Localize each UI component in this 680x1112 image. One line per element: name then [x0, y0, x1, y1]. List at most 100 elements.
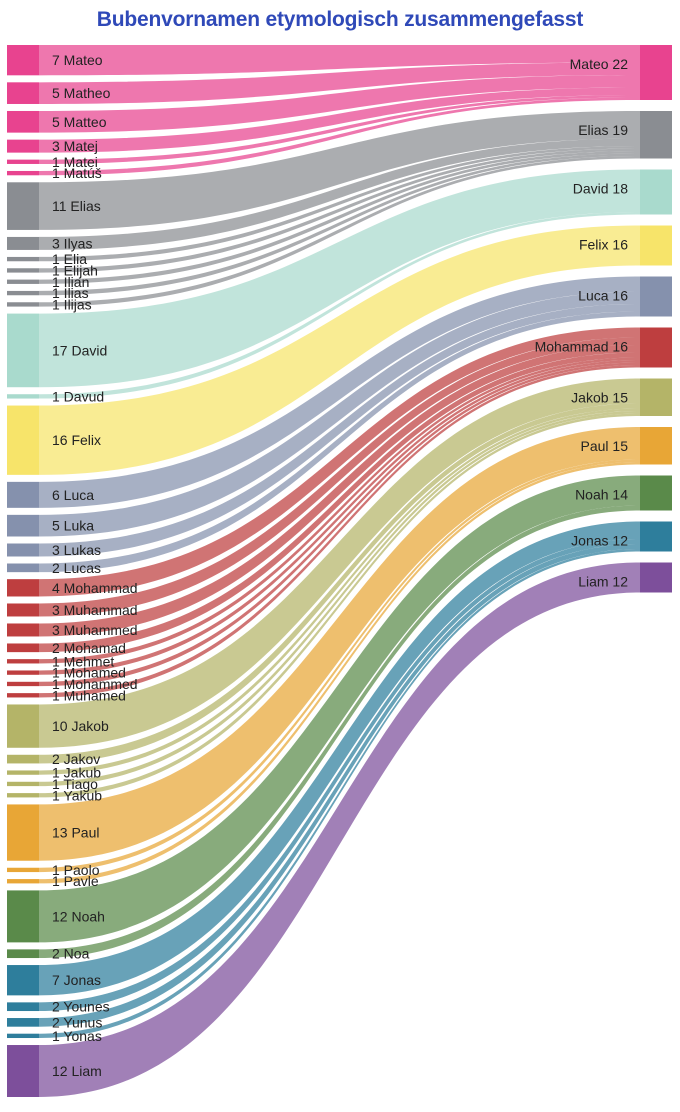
source-node-muhammed — [7, 623, 39, 637]
source-label-matei: 1 Matei — [52, 154, 98, 170]
source-label-tiago: 1 Tiago — [52, 776, 98, 792]
source-node-matus — [7, 170, 39, 176]
flow-muhammed-to-mohammad — [39, 345, 640, 637]
flow-jonas-to-jonas — [39, 521, 640, 996]
flow-lucas-to-luca — [39, 311, 640, 573]
source-node-elijah — [7, 268, 39, 273]
source-node-mateo — [7, 45, 39, 76]
source-label-jakob: 10 Jakob — [52, 718, 109, 734]
source-node-noah — [7, 890, 39, 943]
flow-yunus-to-jonas — [39, 544, 640, 1027]
source-node-jonas — [7, 965, 39, 996]
flow-lukas-to-luca — [39, 304, 640, 557]
flow-jakob-to-jakob — [39, 378, 640, 748]
source-node-jakov — [7, 754, 39, 764]
source-label-pavle: 1 Pavle — [52, 873, 99, 889]
flow-elijah-to-elias — [39, 148, 640, 273]
source-label-felix: 16 Felix — [52, 432, 101, 448]
source-label-yakub: 1 Yakub — [52, 787, 102, 803]
flow-ilyas-to-elias — [39, 138, 640, 250]
flow-ilijas-to-elias — [39, 156, 640, 307]
flow-luca-to-luca — [39, 276, 640, 508]
flow-noah-to-noah — [39, 475, 640, 943]
target-label-luca: Luca 16 — [578, 288, 628, 304]
flow-paolo-to-paul — [39, 459, 640, 873]
flow-jakov-to-jakob — [39, 403, 640, 764]
source-node-matheo — [7, 82, 39, 104]
source-label-liam: 12 Liam — [52, 1063, 102, 1079]
flow-younes-to-jonas — [39, 539, 640, 1012]
source-node-ilias — [7, 290, 39, 296]
source-label-elijah: 1 Elijah — [52, 262, 98, 278]
flow-davud-to-david — [39, 212, 640, 399]
source-node-muhammad — [7, 603, 39, 617]
source-node-mohammad — [7, 579, 39, 597]
flow-matej-to-mateo — [39, 87, 640, 153]
flow-pavle-to-paul — [39, 462, 640, 884]
flow-tiago-to-jakob — [39, 411, 640, 787]
source-node-lukas — [7, 543, 39, 557]
source-label-lucas: 2 Lucas — [52, 560, 101, 576]
source-node-younes — [7, 1002, 39, 1012]
target-label-felix: Felix 16 — [579, 237, 628, 253]
target-label-liam: Liam 12 — [578, 574, 628, 590]
source-label-elias: 11 Elias — [52, 198, 101, 214]
source-node-liam — [7, 1045, 39, 1097]
source-label-matus: 1 Matúš — [52, 165, 102, 181]
source-label-davud: 1 Davud — [52, 388, 104, 404]
source-label-matej: 3 Matej — [52, 138, 98, 154]
flow-mohammed-to-mohammad — [39, 362, 640, 687]
source-label-ilian: 1 Ilian — [52, 274, 89, 290]
source-label-mohamed: 1 Mohamed — [52, 665, 126, 681]
source-label-paul: 13 Paul — [52, 825, 99, 841]
target-node-elias — [640, 111, 672, 159]
source-label-noa: 2 Noa — [52, 946, 90, 962]
target-node-paul — [640, 427, 672, 465]
source-node-lucas — [7, 563, 39, 573]
source-label-ilijas: 1 Ilijas — [52, 296, 92, 312]
source-node-luka — [7, 514, 39, 537]
source-node-ilijas — [7, 302, 39, 307]
source-node-jakob — [7, 704, 39, 748]
source-label-muhamed: 1 Muhamed — [52, 687, 126, 703]
flow-elia-to-elias — [39, 146, 640, 262]
target-node-jakob — [640, 378, 672, 416]
source-label-david: 17 David — [52, 342, 107, 358]
flow-mateo-to-mateo — [39, 45, 640, 76]
source-label-ilias: 1 Ilias — [52, 285, 89, 301]
flow-ilias-to-elias — [39, 153, 640, 296]
source-label-jakub: 1 Jakub — [52, 765, 101, 781]
flow-ilian-to-elias — [39, 151, 640, 284]
source-label-mohamad: 2 Mohamad — [52, 640, 126, 656]
source-node-matei — [7, 159, 39, 164]
target-label-paul: Paul 15 — [581, 438, 629, 454]
source-label-luca: 6 Luca — [52, 487, 94, 503]
source-node-luca — [7, 481, 39, 508]
source-node-elias — [7, 182, 39, 230]
target-node-david — [640, 169, 672, 215]
source-node-matej — [7, 139, 39, 153]
source-label-yunus: 2 Yunus — [52, 1014, 102, 1030]
source-label-muhammad: 3 Muhammad — [52, 602, 138, 618]
chart-title: Bubenvornamen etymologisch zusammengefas… — [96, 8, 584, 31]
source-node-mohammed — [7, 681, 39, 687]
target-label-elias: Elias 19 — [578, 122, 628, 138]
source-node-muhamed — [7, 693, 39, 698]
flow-muhammad-to-mohammad — [39, 337, 640, 617]
flow-noa-to-noah — [39, 505, 640, 959]
source-node-paul — [7, 804, 39, 861]
flow-liam-to-liam — [39, 562, 640, 1097]
flow-mohamad-to-mohammad — [39, 352, 640, 653]
target-node-jonas — [640, 521, 672, 552]
source-node-elia — [7, 256, 39, 262]
flow-matteo-to-mateo — [39, 75, 640, 133]
source-label-jakov: 2 Jakov — [52, 751, 100, 767]
source-node-paolo — [7, 867, 39, 873]
source-label-muhammed: 3 Muhammed — [52, 622, 138, 638]
source-node-noa — [7, 949, 39, 959]
target-node-felix — [640, 225, 672, 266]
source-label-mohammed: 1 Mohammed — [52, 676, 138, 692]
flow-mohamed-to-mohammad — [39, 360, 640, 675]
